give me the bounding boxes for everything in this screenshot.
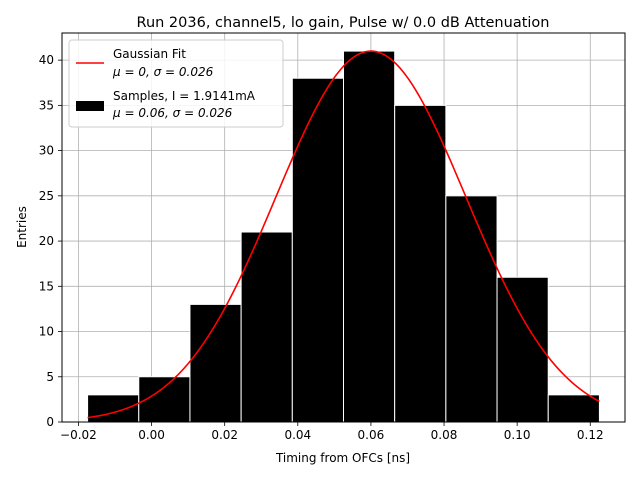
y-tick-label-4: 20 bbox=[39, 234, 54, 248]
legend-samples-swatch bbox=[76, 101, 104, 111]
x-tick-label-1: 0.00 bbox=[138, 428, 165, 442]
y-tick-label-0: 0 bbox=[46, 415, 54, 429]
histogram-bar-7 bbox=[445, 195, 498, 423]
x-tick-label-6: 0.10 bbox=[504, 428, 531, 442]
legend-box bbox=[68, 39, 284, 128]
chart-title: Run 2036, channel5, lo gain, Pulse w/ 0.… bbox=[137, 15, 550, 31]
y-tick-label-8: 40 bbox=[39, 53, 54, 67]
y-tick-label-3: 15 bbox=[39, 279, 54, 293]
y-tick-label-7: 35 bbox=[39, 98, 54, 112]
histogram-bar-6 bbox=[394, 104, 447, 423]
histogram-bar-5 bbox=[343, 50, 396, 423]
histogram-bar-8 bbox=[496, 276, 549, 423]
y-tick-label-5: 25 bbox=[39, 189, 54, 203]
x-tick-label-3: 0.04 bbox=[284, 428, 311, 442]
y-tick-label-2: 10 bbox=[39, 325, 54, 339]
x-tick-label-0: −0.02 bbox=[60, 428, 97, 442]
x-tick-label-2: 0.02 bbox=[211, 428, 238, 442]
y-tick-label-1: 5 bbox=[46, 370, 54, 384]
histogram-bar-4 bbox=[291, 77, 344, 423]
legend: Gaussian Fit μ = 0, σ = 0.026 Samples, I… bbox=[68, 39, 284, 128]
plot-frame bbox=[61, 32, 626, 423]
legend-fit-label: Gaussian Fit bbox=[113, 47, 186, 61]
y-tick-label-6: 30 bbox=[39, 144, 54, 158]
histogram-bar-2 bbox=[189, 303, 242, 423]
histogram-bar-9 bbox=[547, 394, 600, 423]
x-tick-label-4: 0.06 bbox=[358, 428, 385, 442]
legend-samples-stats: μ = 0.06, σ = 0.026 bbox=[112, 106, 233, 120]
y-axis-label: Entries bbox=[15, 206, 29, 248]
legend-fit-stats: μ = 0, σ = 0.026 bbox=[112, 65, 214, 79]
x-axis-ticks: −0.02 0.00 0.02 0.04 0.06 0.08 0.10 0.12 bbox=[60, 422, 604, 442]
gaussian-fit-curve-group bbox=[87, 50, 600, 419]
y-axis-ticks: 0 5 10 15 20 25 30 35 40 bbox=[39, 53, 62, 429]
gaussian-fit-curve bbox=[87, 50, 600, 419]
legend-samples-label: Samples, I = 1.9141mA bbox=[113, 89, 256, 103]
x-axis-label: Timing from OFCs [ns] bbox=[275, 451, 410, 465]
x-tick-label-5: 0.08 bbox=[431, 428, 458, 442]
histogram-bars bbox=[87, 50, 600, 423]
x-tick-label-7: 0.12 bbox=[577, 428, 604, 442]
histogram-bar-0 bbox=[87, 394, 140, 423]
